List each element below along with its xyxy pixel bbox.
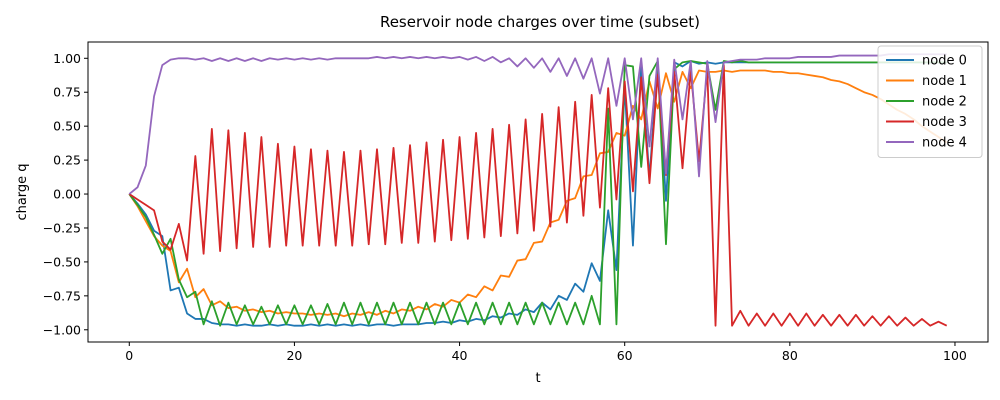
series-line-0 [128,60,947,327]
y-tick-label: 1.00 [53,51,81,66]
legend-box [877,45,983,158]
series-line-1 [128,69,948,318]
y-tick-label: 0.75 [53,85,81,100]
y-tick-label: 0.00 [53,187,81,202]
series-line-4 [128,53,947,195]
legend-label-4: node 4 [922,136,967,151]
y-tick-label: 0.50 [53,119,81,134]
y-tick-label: −0.50 [43,254,81,269]
legend-label-1: node 1 [922,74,967,89]
x-tick-label: 20 [286,348,302,363]
x-tick-label: 100 [943,348,967,363]
legend-label-0: node 0 [922,54,967,69]
chart-title: Reservoir node charges over time (subset… [380,13,700,31]
y-axis-label: charge q [15,163,30,220]
y-tick-label: −0.25 [43,220,81,235]
legend-label-2: node 2 [922,95,967,110]
x-tick-label: 80 [782,348,798,363]
y-axis: −1.00 −0.75 −0.50 −0.25 0.00 0.25 0.50 0.75 1.00 [43,51,88,337]
legend-label-3: node 3 [922,115,967,130]
plot-lines [128,53,948,327]
series-line-2 [128,60,947,327]
series-line-3 [128,64,948,327]
y-tick-label: −1.00 [43,322,81,337]
x-tick-label: 60 [617,348,633,363]
plot-frame [87,41,989,343]
y-tick-label: −0.75 [43,288,81,303]
y-tick-label: 0.25 [53,153,81,168]
x-tick-label: 40 [452,348,468,363]
x-axis: 0 20 40 60 80 100 [125,342,967,363]
legend: node 0 node 1 node 2 node 3 node 4 [877,45,983,158]
x-axis-label: t [535,371,540,386]
x-tick-label: 0 [125,348,133,363]
